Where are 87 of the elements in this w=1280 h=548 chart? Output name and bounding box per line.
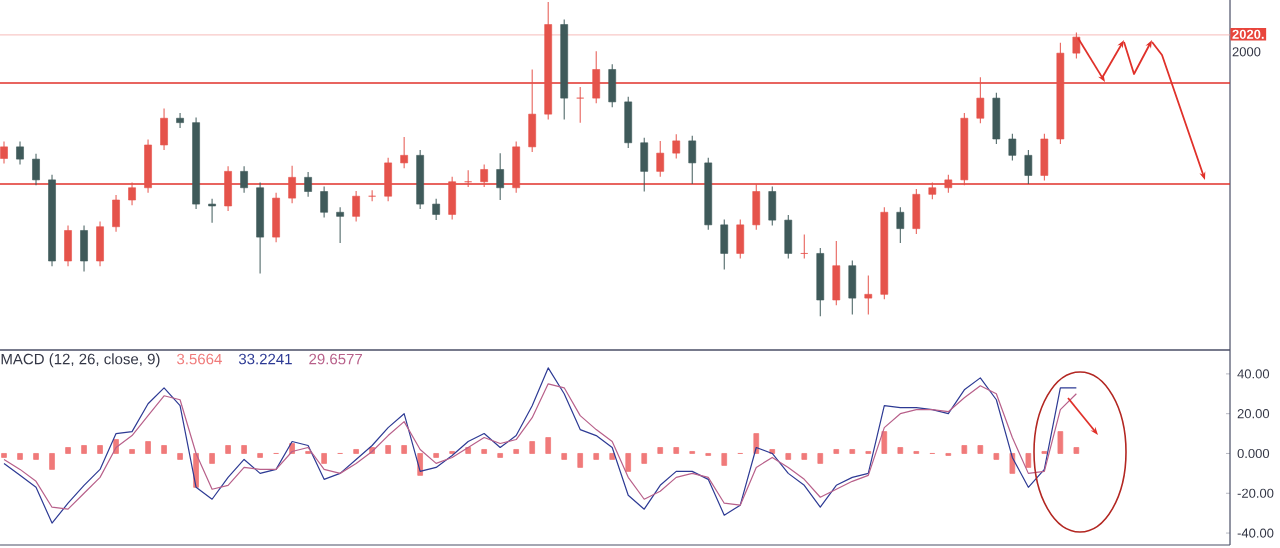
- bar: [1025, 453, 1032, 468]
- candlestick: [176, 112, 184, 129]
- bar: [353, 449, 359, 454]
- line-series: [3, 367, 1077, 524]
- bar: [769, 449, 776, 454]
- candlestick: [1008, 133, 1017, 161]
- candlestick: [976, 76, 985, 124]
- bar: [177, 453, 183, 460]
- bar: [593, 453, 599, 460]
- candlestick: [656, 140, 665, 178]
- bar: [545, 437, 551, 454]
- bar: [721, 453, 728, 466]
- bar: [785, 453, 792, 460]
- bar: [1057, 431, 1064, 454]
- candlestick: [288, 165, 296, 204]
- candlestick: [496, 152, 504, 201]
- candlestick: [1072, 31, 1081, 59]
- bar: [529, 441, 535, 454]
- candlestick: [1024, 149, 1033, 185]
- candlestick: [32, 153, 40, 186]
- bar: [241, 445, 247, 454]
- bar: [49, 453, 55, 470]
- annotation: 3.5664: [177, 353, 222, 365]
- bar: [673, 447, 680, 454]
- bar: [401, 445, 407, 454]
- candlestick: [208, 198, 216, 224]
- bar: [609, 453, 616, 460]
- bar: [641, 453, 648, 464]
- candlestick: [480, 163, 488, 188]
- bar: [161, 445, 167, 454]
- bar: [849, 449, 856, 454]
- candlestick: [432, 198, 440, 221]
- bar: [1, 453, 7, 458]
- candlestick: [0, 141, 8, 165]
- candlestick: [896, 206, 905, 244]
- bar: [65, 447, 71, 454]
- annotation: 33.2241: [238, 353, 292, 365]
- y-tick-label: 20.00: [1237, 409, 1270, 419]
- y-tick-label: 40.00: [1237, 369, 1270, 379]
- chart-title: MACD (12, 26, close, 9): [1, 353, 160, 368]
- bar: [1073, 447, 1080, 454]
- text: 2000: [1232, 47, 1261, 57]
- bar: [321, 453, 327, 464]
- candlestick: [320, 185, 328, 219]
- bar: [81, 445, 87, 454]
- candlestick: [16, 141, 24, 165]
- candlestick: [352, 190, 360, 222]
- candlestick: [672, 133, 681, 159]
- candlestick: [336, 206, 344, 244]
- bar: [433, 453, 439, 458]
- bar: [577, 453, 583, 468]
- bar: [657, 447, 664, 454]
- bar: [33, 453, 39, 460]
- candlestick: [688, 135, 697, 185]
- y-tick-label: -40.00: [1237, 528, 1274, 538]
- bar: [977, 445, 984, 454]
- annotation: 29.6577: [309, 353, 363, 365]
- candlestick: [400, 136, 408, 169]
- bar: [961, 445, 968, 454]
- bar: [625, 453, 632, 472]
- candlestick: [864, 274, 873, 315]
- candlestick: [576, 86, 585, 124]
- bar: [817, 453, 824, 464]
- bar: [385, 445, 391, 454]
- bar: [497, 453, 503, 458]
- y-tick-label: 0.000: [1237, 448, 1270, 459]
- bar: [481, 449, 487, 454]
- bar: [561, 453, 567, 460]
- candlestick: [128, 181, 136, 206]
- bar: [257, 453, 263, 458]
- bar: [209, 453, 215, 464]
- bar: [513, 449, 519, 454]
- candlestick: [304, 171, 312, 198]
- bar: [225, 445, 231, 454]
- bar: [17, 453, 23, 460]
- bar: [993, 453, 1000, 460]
- line-series: [3, 383, 1077, 510]
- bar: [801, 453, 808, 460]
- bar: [97, 445, 103, 454]
- bar: [129, 449, 135, 454]
- bar: [145, 441, 151, 454]
- bar: [881, 431, 888, 454]
- text: 2020.: [1232, 29, 1264, 39]
- bar: [833, 449, 840, 454]
- bar: [897, 447, 904, 454]
- y-tick-label: -20.00: [1237, 488, 1274, 498]
- candlestick: [240, 165, 248, 194]
